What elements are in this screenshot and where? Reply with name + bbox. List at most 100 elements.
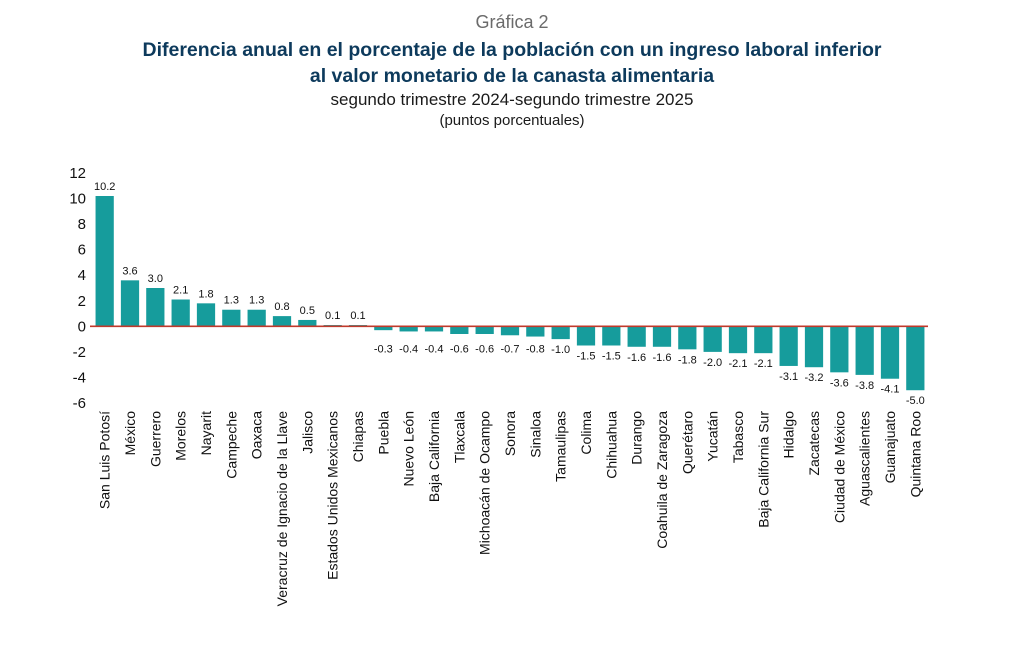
bar-series xyxy=(95,196,925,391)
bar xyxy=(678,326,697,350)
bar xyxy=(95,196,114,327)
category-label: Nuevo León xyxy=(401,411,417,487)
category-label: Coahuila de Zaragoza xyxy=(654,411,670,549)
data-label: -3.6 xyxy=(830,377,849,389)
data-label: 1.8 xyxy=(198,288,213,300)
category-label: Baja California Sur xyxy=(755,411,771,528)
data-label: -0.7 xyxy=(501,343,520,355)
data-label: -0.6 xyxy=(450,343,469,355)
bar xyxy=(804,326,824,368)
category-label: Puebla xyxy=(375,411,391,455)
y-tick-label: 2 xyxy=(78,293,86,310)
bar xyxy=(475,326,494,334)
data-label: -0.8 xyxy=(526,343,545,355)
bar xyxy=(247,309,266,327)
bar xyxy=(424,326,444,332)
chart-title-line-2: al valor monetario de la canasta aliment… xyxy=(309,65,715,87)
data-label: -2.1 xyxy=(729,358,748,370)
y-tick-label: -6 xyxy=(73,395,86,412)
category-label: San Luis Potosí xyxy=(97,411,113,509)
bar xyxy=(120,280,140,327)
data-label: 1.3 xyxy=(224,295,239,307)
category-label: Guerrero xyxy=(147,411,163,467)
chart-subtitle: segundo trimestre 2024-segundo trimestre… xyxy=(330,90,694,109)
category-label: Oaxaca xyxy=(249,411,265,459)
data-label: 0.1 xyxy=(325,310,340,322)
bar xyxy=(754,326,773,354)
data-label: -5.0 xyxy=(906,395,925,407)
bar xyxy=(272,316,292,327)
bar xyxy=(171,299,190,327)
bar xyxy=(880,326,900,379)
category-label: Estados Unidos Mexicanos xyxy=(325,411,341,580)
category-label: Tabasco xyxy=(730,411,746,463)
y-tick-label: -4 xyxy=(73,369,86,386)
chart-title-line-1: Diferencia anual en el porcentaje de la … xyxy=(142,39,882,61)
bar xyxy=(703,326,722,352)
data-label: -2.0 xyxy=(703,357,722,369)
bar xyxy=(500,326,520,336)
chart-kicker: Gráfica 2 xyxy=(475,12,549,32)
category-label: Veracruz de Ignacio de la Llave xyxy=(274,411,290,607)
category-label: Quintana Roo xyxy=(907,411,923,498)
category-label: Querétaro xyxy=(679,411,695,474)
data-label: 3.6 xyxy=(122,265,137,277)
category-label: Chihuahua xyxy=(603,411,619,479)
bar xyxy=(855,326,874,375)
category-label: Guanajuato xyxy=(882,411,898,484)
category-label: Zacatecas xyxy=(806,411,822,476)
bar xyxy=(627,326,646,347)
category-label: Tlaxcala xyxy=(451,411,467,463)
category-label: Durango xyxy=(629,411,645,465)
bar xyxy=(298,319,317,327)
bar xyxy=(450,326,469,334)
y-tick-label: 10 xyxy=(69,191,86,208)
category-label: Michoacán de Ocampo xyxy=(477,411,493,555)
category-label: Aguascalientes xyxy=(857,411,873,506)
bar xyxy=(652,326,672,347)
category-label: Nayarit xyxy=(198,411,214,455)
category-label: Jalisco xyxy=(299,411,315,454)
bar xyxy=(906,326,925,391)
y-tick-label: 12 xyxy=(69,165,86,182)
category-label: Hidalgo xyxy=(781,411,797,459)
bar xyxy=(830,326,849,373)
data-label: -3.2 xyxy=(805,372,824,384)
bar xyxy=(602,326,621,346)
data-label: 0.8 xyxy=(274,301,289,313)
data-label: -2.1 xyxy=(754,358,773,370)
data-label: -1.6 xyxy=(653,352,672,364)
data-label: 10.2 xyxy=(94,181,115,193)
y-tick-label: 4 xyxy=(78,267,86,284)
y-tick-label: 6 xyxy=(78,242,86,259)
bar xyxy=(728,326,748,354)
category-label: Colima xyxy=(578,411,594,455)
data-label: 0.1 xyxy=(350,310,365,322)
category-label: Ciudad de México xyxy=(831,411,847,523)
chart-unit-label: (puntos porcentuales) xyxy=(439,112,585,129)
data-label: -1.5 xyxy=(577,351,596,363)
data-label: -1.0 xyxy=(551,344,570,356)
bar xyxy=(526,326,545,337)
bar xyxy=(146,288,165,327)
data-label: 1.3 xyxy=(249,295,264,307)
data-label: -0.4 xyxy=(399,343,418,355)
category-label: Morelos xyxy=(173,411,189,461)
data-label: -1.6 xyxy=(627,352,646,364)
category-labels: San Luis Potosí México Guerrero Morelos Naya… xyxy=(97,411,924,607)
bar xyxy=(399,326,418,332)
bar xyxy=(576,326,596,346)
y-axis: 12 10 8 6 4 2 0 -2 -4 -6 xyxy=(69,165,86,412)
data-label: -4.1 xyxy=(881,384,900,396)
data-label: -1.5 xyxy=(602,351,621,363)
data-label: -0.3 xyxy=(374,343,393,355)
data-label: -0.4 xyxy=(425,343,444,355)
y-tick-label: 0 xyxy=(78,318,86,335)
bar xyxy=(374,326,393,331)
category-label: Chiapas xyxy=(350,411,366,462)
data-label: -3.8 xyxy=(855,380,874,392)
bar xyxy=(222,309,241,327)
category-label: Campeche xyxy=(223,411,239,479)
y-tick-label: 8 xyxy=(78,216,86,233)
category-label: Sinaloa xyxy=(527,411,543,458)
